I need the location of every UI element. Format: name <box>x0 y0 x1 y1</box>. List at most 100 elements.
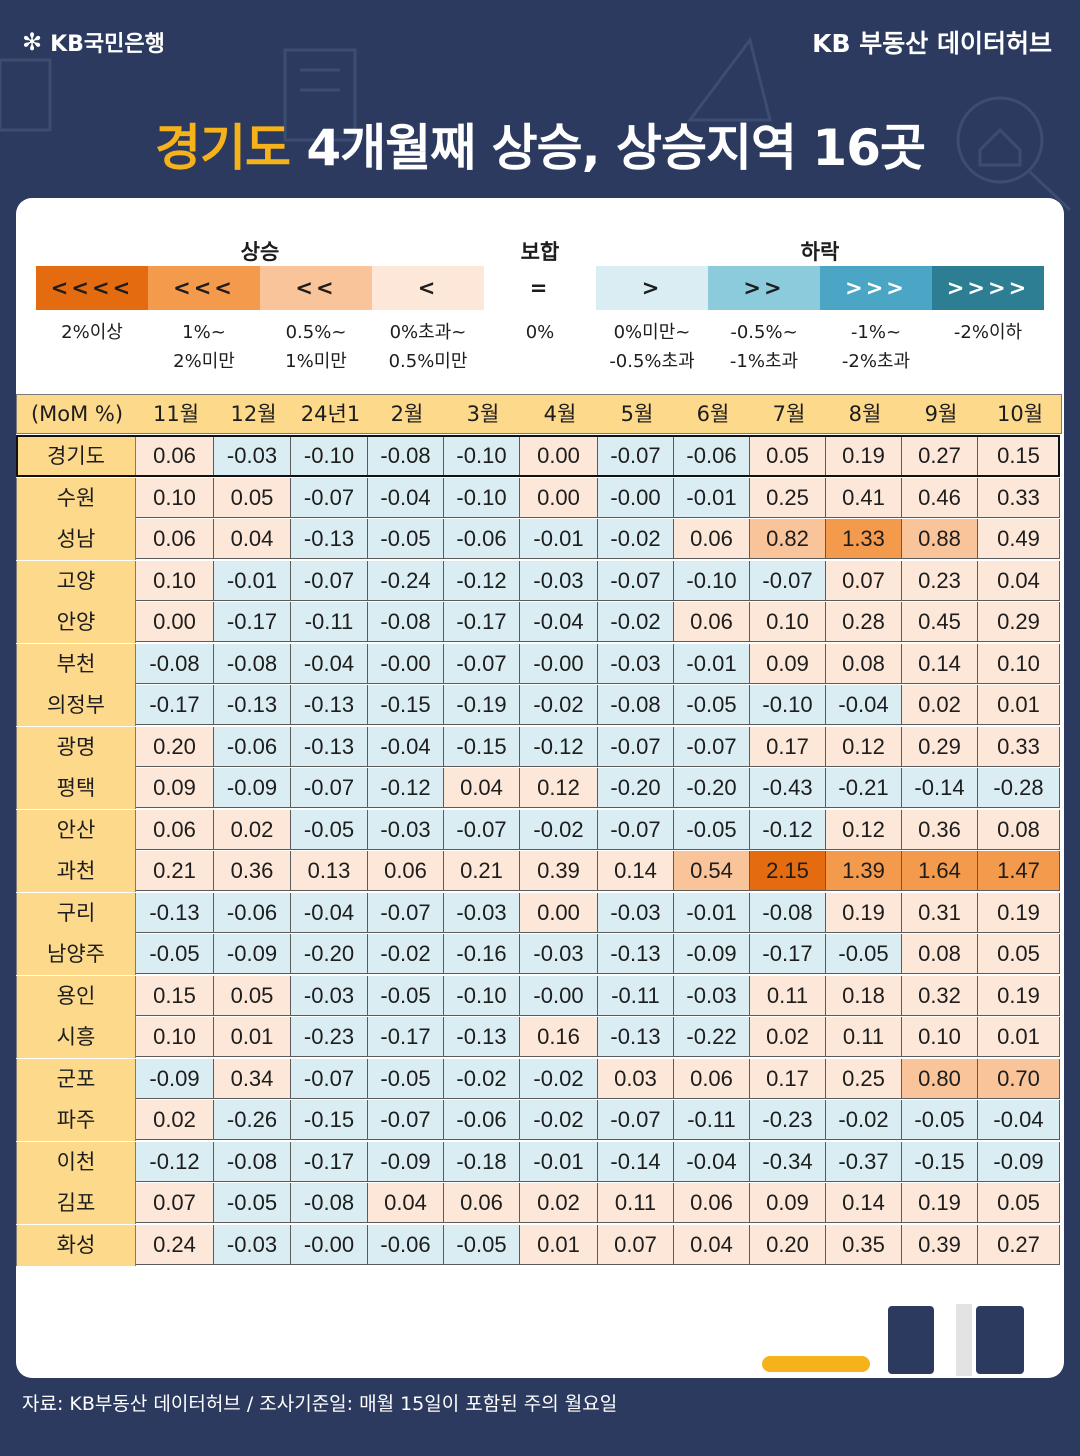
table-cell: -0.14 <box>902 768 978 808</box>
table-cell: -0.09 <box>214 768 291 808</box>
table-cell: 0.19 <box>978 975 1060 1016</box>
table-cell: -0.20 <box>291 934 368 974</box>
table-cell: -0.13 <box>291 685 368 725</box>
region-name: 이천 <box>16 1141 136 1183</box>
table-cell: -0.10 <box>444 436 520 476</box>
table-cell: -0.02 <box>598 602 674 642</box>
table-cell: -0.01 <box>674 892 750 933</box>
legend-description: 0%초과~ 0.5%미만 <box>372 318 484 376</box>
column-header: 7월 <box>772 402 806 426</box>
table-cell: -0.03 <box>291 975 368 1016</box>
legend-description: -1%~ -2%초과 <box>820 318 932 376</box>
table-cell: 0.02 <box>520 1183 598 1223</box>
table-cell: -0.04 <box>368 477 444 518</box>
table-cell: -0.08 <box>750 892 826 933</box>
region-name: 남양주 <box>16 934 136 975</box>
table-cell: -0.26 <box>214 1100 291 1140</box>
region-name: 김포 <box>16 1183 136 1224</box>
table-cell: 0.20 <box>136 726 214 767</box>
table-cell: 0.02 <box>750 1017 826 1057</box>
legend-desc-line1: 0% <box>525 322 555 343</box>
table-cell: 0.19 <box>826 892 902 933</box>
table-cell: -0.19 <box>444 685 520 725</box>
table-cell: 1.39 <box>826 851 902 891</box>
legend-desc-line2: -2%초과 <box>841 351 911 372</box>
table-cell: 0.06 <box>136 809 214 850</box>
legend-swatch: <<< <box>148 266 260 310</box>
table-cell: -0.13 <box>598 934 674 974</box>
table-cell: 0.31 <box>902 892 978 933</box>
table-cell: -0.05 <box>826 934 902 974</box>
table-cell: 0.10 <box>978 643 1060 684</box>
table-cell: 0.06 <box>136 519 214 559</box>
table-cell: -0.20 <box>674 768 750 808</box>
table-cell: -0.07 <box>291 768 368 808</box>
table-cell: -0.04 <box>520 602 598 642</box>
table-cell: 0.01 <box>978 685 1060 725</box>
table-cell: -0.43 <box>750 768 826 808</box>
table-cell: -0.00 <box>520 975 598 1016</box>
table-cell: -0.10 <box>291 436 368 476</box>
table-cell: 0.41 <box>826 477 902 518</box>
table-cell: 0.54 <box>674 851 750 891</box>
table-cell: -0.03 <box>368 809 444 850</box>
table-cell: 0.04 <box>978 560 1060 601</box>
table-cell: -0.07 <box>598 726 674 767</box>
table-cell: 0.80 <box>902 1058 978 1099</box>
region-name: 화성 <box>16 1224 136 1266</box>
table-cell: 0.70 <box>978 1058 1060 1099</box>
legend-swatch: < <box>372 266 484 310</box>
table-cell: 0.19 <box>826 436 902 476</box>
table-cell: -0.22 <box>674 1017 750 1057</box>
table-cell: 0.07 <box>598 1224 674 1265</box>
legend-flat-title: 보합 <box>520 240 560 264</box>
table-cell: 0.49 <box>978 519 1060 559</box>
table-cell: 0.08 <box>978 809 1060 850</box>
decorative-block-middle <box>956 1304 972 1376</box>
table-cell: 0.05 <box>214 477 291 518</box>
table-cell: 0.07 <box>136 1183 214 1223</box>
table-cell: -0.23 <box>750 1100 826 1140</box>
table-cell: -0.12 <box>368 768 444 808</box>
table-cell: -0.04 <box>291 892 368 933</box>
legend-desc-line1: 0%초과~ <box>389 322 467 343</box>
table-cell: -0.05 <box>674 809 750 850</box>
table-cell: 0.04 <box>214 519 291 559</box>
table-cell: -0.05 <box>214 1183 291 1223</box>
table-cell: 0.14 <box>902 643 978 684</box>
table-cell: -0.06 <box>674 436 750 476</box>
table-cell: -0.02 <box>444 1058 520 1099</box>
legend-desc-line2: -1%초과 <box>729 351 799 372</box>
table-cell: -0.05 <box>444 1224 520 1265</box>
table-cell: 0.15 <box>978 436 1060 476</box>
table-cell: -0.05 <box>136 934 214 974</box>
table-cell: -0.06 <box>214 892 291 933</box>
table-cell: 0.39 <box>902 1224 978 1265</box>
table-cell: -0.10 <box>444 477 520 518</box>
table-cell: -0.05 <box>291 809 368 850</box>
table-cell: -0.07 <box>291 477 368 518</box>
table-cell: -0.06 <box>214 726 291 767</box>
table-cell: -0.03 <box>520 934 598 974</box>
table-cell: -0.17 <box>444 602 520 642</box>
table-cell: 0.06 <box>674 1183 750 1223</box>
legend-swatch: >>>> <box>932 266 1044 310</box>
legend-down-title: 하락 <box>800 240 840 264</box>
table-cell: -0.17 <box>136 685 214 725</box>
table-cell: -0.12 <box>520 726 598 767</box>
table-cell: -0.03 <box>214 1224 291 1265</box>
legend-desc-line1: 0.5%~ <box>285 322 347 343</box>
region-name: 파주 <box>16 1100 136 1141</box>
table-cell: 0.01 <box>520 1224 598 1265</box>
table-cell: 0.00 <box>520 477 598 518</box>
table-cell: 0.29 <box>902 726 978 767</box>
region-name: 고양 <box>16 560 136 602</box>
table-cell: -0.02 <box>520 809 598 850</box>
legend-swatch: = <box>484 266 596 310</box>
table-cell: -0.13 <box>598 1017 674 1057</box>
region-name: 부천 <box>16 643 136 685</box>
table-cell: 0.18 <box>826 975 902 1016</box>
table-cell: 0.27 <box>902 436 978 476</box>
table-cell: -0.17 <box>214 602 291 642</box>
table-cell: -0.11 <box>674 1100 750 1140</box>
